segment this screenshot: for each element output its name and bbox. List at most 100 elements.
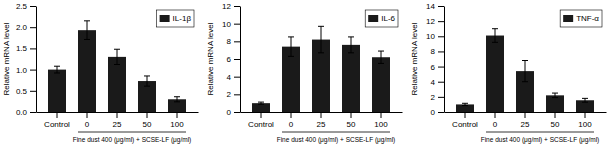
y-tick-label: 2.5 (16, 2, 28, 11)
y-tick-mark (30, 27, 36, 28)
error-bar (114, 49, 120, 64)
x-tick: 100 (170, 112, 184, 129)
y-tick-label: 2 (227, 90, 232, 99)
plot-area (252, 26, 390, 112)
x-tick-label: 0 (493, 120, 498, 129)
legend-label: TNF-α (576, 14, 599, 23)
x-tick-mark (57, 112, 58, 118)
error-bar (492, 29, 498, 43)
y-axis-title: Relative mRNA level (410, 22, 419, 95)
error-bar (144, 76, 150, 86)
error-bar (318, 26, 324, 52)
bar (78, 30, 96, 112)
y-axis: 024681012 (222, 2, 240, 117)
x-tick-label: Control (44, 120, 70, 129)
y-tick-label: 12 (222, 2, 231, 11)
x-tick-label: Control (248, 120, 274, 129)
y-tick-mark (30, 48, 36, 49)
legend-swatch (563, 15, 573, 22)
y-tick: 1.5 (16, 44, 36, 53)
y-tick: 0 (431, 108, 444, 117)
group-underline (78, 132, 186, 133)
legend: IL-6 (365, 10, 398, 27)
y-tick-label: 8 (431, 47, 436, 56)
x-tick-label: 50 (347, 120, 356, 129)
y-tick-mark (30, 112, 36, 113)
error-bar (582, 98, 588, 102)
y-tick-label: 14 (426, 2, 435, 11)
panel: 02468101214Control02550100Relative mRNA … (410, 2, 607, 144)
y-tick: 10 (426, 32, 444, 41)
y-tick-label: 2 (431, 93, 436, 102)
error-bar (552, 93, 558, 98)
x-axis-title: Fine dust 400 (μg/ml) + SCSE-LF (μg/ml) (481, 136, 600, 144)
bar (48, 70, 66, 112)
y-axis-title: Relative mRNA level (2, 22, 11, 95)
error-bar (258, 102, 264, 104)
error-bar (378, 51, 384, 63)
x-tick-mark (525, 112, 526, 118)
y-tick-mark (438, 82, 444, 83)
x-tick-mark (555, 112, 556, 118)
legend-swatch (368, 15, 378, 22)
legend: IL-1β (157, 10, 194, 27)
x-tick: 25 (113, 112, 122, 129)
x-tick-mark (351, 112, 352, 118)
error-bar (348, 37, 354, 53)
y-tick: 4 (431, 78, 444, 87)
x-tick-mark (117, 112, 118, 118)
y-tick: 14 (426, 2, 444, 11)
y-tick-mark (234, 77, 240, 78)
legend-frame (365, 10, 398, 27)
x-tick-mark (585, 112, 586, 118)
bar (108, 57, 126, 112)
x-tick: 0 (289, 112, 294, 129)
plot-area (456, 29, 594, 112)
y-tick-mark (234, 41, 240, 42)
x-tick-mark (465, 112, 466, 118)
x-tick-mark (291, 112, 292, 118)
legend-item: TNF-α (563, 14, 599, 23)
y-tick: 12 (426, 17, 444, 26)
bar (342, 45, 360, 112)
x-tick-label: 25 (317, 120, 326, 129)
y-tick: 0.0 (16, 108, 36, 117)
bar (486, 36, 504, 112)
y-tick-mark (30, 91, 36, 92)
y-tick-label: 2.0 (16, 23, 28, 32)
panel: 024681012Control02550100Relative mRNA le… (206, 2, 403, 144)
x-tick: 25 (521, 112, 530, 129)
x-tick-mark (87, 112, 88, 118)
error-bar (522, 61, 528, 82)
y-tick: 2 (227, 90, 240, 99)
y-tick: 0.5 (16, 87, 36, 96)
y-tick-mark (438, 112, 444, 113)
y-tick-mark (438, 51, 444, 52)
x-tick-label: 100 (374, 120, 388, 129)
y-tick-label: 0.5 (16, 87, 28, 96)
x-tick-mark (261, 112, 262, 118)
x-tick-label: 50 (551, 120, 560, 129)
y-tick-label: 1.5 (16, 44, 28, 53)
y-tick-label: 6 (431, 63, 436, 72)
panel: 0.00.51.01.52.02.5Control02550100Relativ… (2, 2, 199, 144)
y-tick-label: 10 (426, 32, 435, 41)
y-tick: 6 (431, 63, 444, 72)
y-tick: 12 (222, 2, 240, 11)
y-tick: 2 (431, 93, 444, 102)
x-tick: 50 (143, 112, 152, 129)
y-tick: 10 (222, 20, 240, 29)
y-tick: 2.5 (16, 2, 36, 11)
y-tick-mark (234, 94, 240, 95)
x-tick-label: 50 (143, 120, 152, 129)
x-tick-label: 25 (113, 120, 122, 129)
legend-frame (157, 10, 194, 27)
x-axis: Control02550100 (37, 112, 199, 129)
legend-swatch (160, 15, 170, 22)
y-tick: 6 (227, 55, 240, 64)
x-tick: 25 (317, 112, 326, 129)
y-tick-label: 4 (431, 78, 436, 87)
y-tick-label: 0 (431, 108, 436, 117)
y-tick-mark (438, 67, 444, 68)
y-tick-label: 6 (227, 55, 232, 64)
